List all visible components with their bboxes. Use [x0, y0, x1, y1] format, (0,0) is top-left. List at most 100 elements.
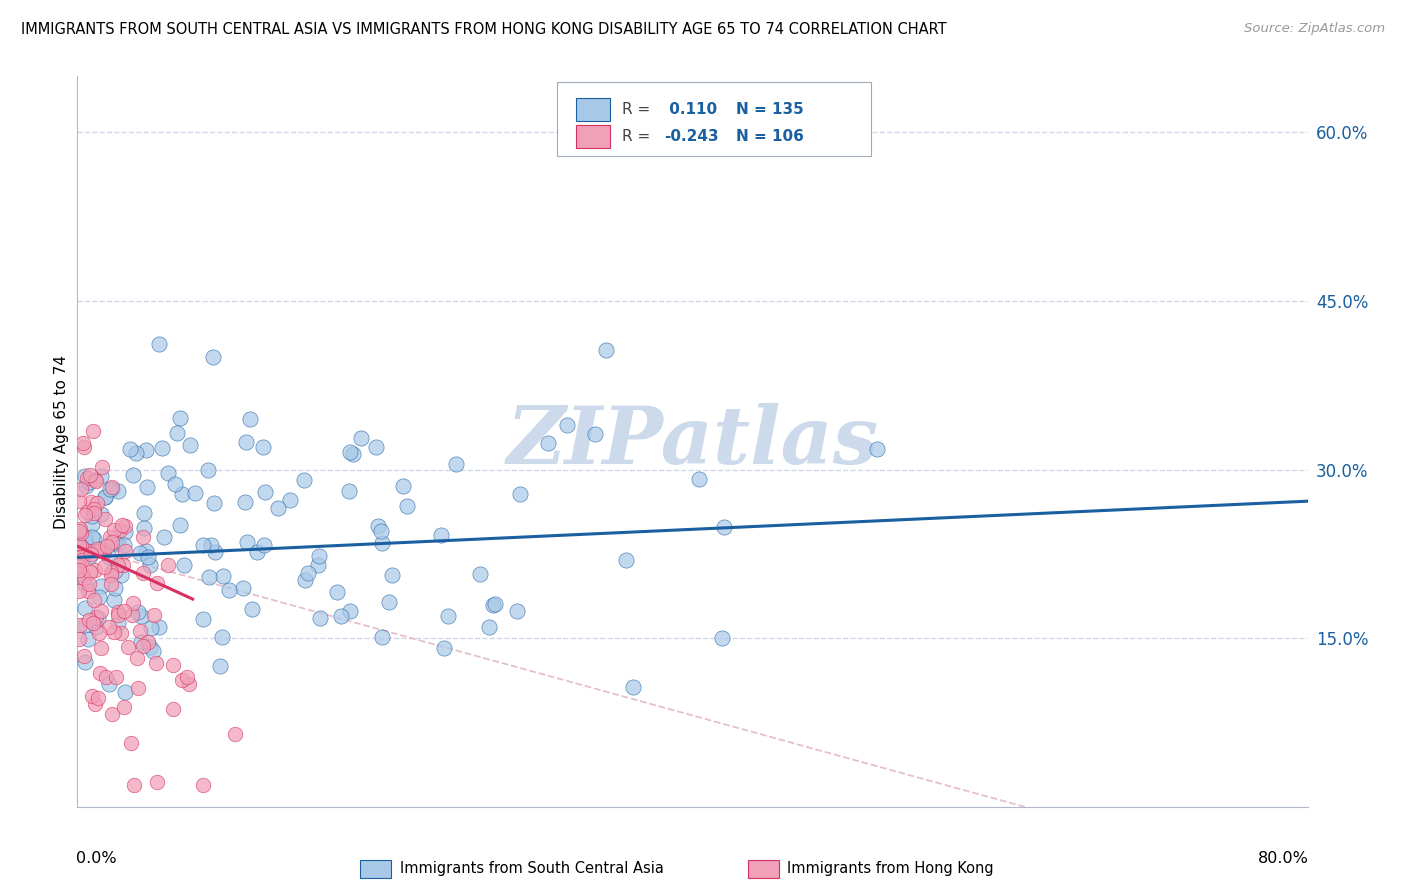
- Point: [79, 494, 101, 508]
- Point: [67, 560, 90, 574]
- Point: [135, 544, 157, 558]
- Point: [132, 530, 155, 544]
- Point: [90, 508, 112, 522]
- Point: [148, 620, 170, 634]
- Point: [80, 517, 103, 532]
- Point: [235, 435, 257, 450]
- Point: [184, 485, 207, 500]
- Point: [224, 727, 246, 741]
- Point: [70, 546, 93, 560]
- Point: [129, 624, 152, 638]
- Point: [132, 639, 155, 653]
- Point: [90, 460, 112, 475]
- Point: [177, 677, 200, 691]
- Point: [509, 487, 531, 501]
- Point: [142, 607, 165, 622]
- Point: [82, 690, 104, 704]
- Point: [292, 473, 315, 487]
- Point: [67, 559, 90, 574]
- Text: R =: R =: [623, 102, 651, 117]
- Point: [179, 438, 201, 452]
- Point: [339, 604, 361, 618]
- Point: [121, 468, 143, 483]
- Point: [170, 487, 193, 501]
- Point: [482, 598, 505, 612]
- Point: [112, 699, 135, 714]
- Point: [139, 640, 162, 655]
- Point: [77, 584, 100, 599]
- Point: [83, 506, 105, 520]
- Point: [84, 610, 107, 624]
- Point: [83, 593, 105, 607]
- Point: [371, 536, 394, 550]
- Point: [688, 472, 710, 486]
- Point: [120, 442, 142, 457]
- Point: [337, 483, 360, 498]
- Point: [236, 534, 259, 549]
- Point: [114, 544, 136, 558]
- Point: [595, 343, 617, 358]
- Point: [193, 778, 215, 792]
- Point: [84, 473, 107, 487]
- Point: [104, 565, 127, 579]
- Point: [98, 620, 121, 634]
- Point: [90, 640, 112, 655]
- Text: Source: ZipAtlas.com: Source: ZipAtlas.com: [1244, 22, 1385, 36]
- Point: [129, 608, 152, 623]
- Point: [124, 778, 146, 792]
- Point: [444, 458, 467, 472]
- Point: [240, 601, 263, 615]
- Point: [112, 539, 135, 553]
- Point: [84, 697, 107, 711]
- Point: [114, 685, 136, 699]
- Point: [93, 512, 115, 526]
- Point: [162, 658, 184, 673]
- Text: ZIPatlas: ZIPatlas: [506, 403, 879, 480]
- Point: [138, 635, 160, 649]
- Point: [367, 518, 389, 533]
- Point: [84, 619, 107, 633]
- Point: [198, 570, 221, 584]
- Point: [70, 553, 93, 567]
- Point: [191, 538, 214, 552]
- Point: [202, 496, 225, 510]
- Point: [114, 524, 136, 539]
- Point: [134, 521, 156, 535]
- Point: [107, 483, 129, 498]
- Point: [69, 539, 91, 553]
- Point: [73, 571, 96, 585]
- Point: [104, 535, 127, 549]
- Point: [83, 563, 105, 577]
- Point: [73, 469, 96, 483]
- Point: [201, 350, 224, 364]
- Point: [129, 635, 152, 649]
- Point: [101, 707, 124, 722]
- Text: -0.243: -0.243: [664, 129, 718, 144]
- Point: [710, 631, 733, 645]
- Point: [96, 539, 118, 553]
- Point: [87, 626, 110, 640]
- Point: [468, 566, 491, 581]
- Point: [103, 624, 125, 639]
- Point: [135, 442, 157, 457]
- Point: [73, 618, 96, 632]
- Point: [94, 490, 117, 504]
- Point: [101, 534, 124, 549]
- Point: [169, 518, 191, 533]
- Point: [146, 576, 169, 591]
- Point: [98, 530, 121, 544]
- Point: [169, 410, 191, 425]
- Point: [246, 545, 269, 559]
- Point: [73, 655, 96, 669]
- Point: [87, 611, 110, 625]
- Point: [96, 670, 118, 684]
- Point: [100, 480, 122, 494]
- Point: [866, 442, 889, 456]
- Point: [125, 651, 148, 665]
- Point: [235, 495, 257, 509]
- Point: [150, 441, 173, 455]
- Point: [614, 553, 637, 567]
- Point: [308, 549, 330, 563]
- Point: [111, 558, 134, 573]
- Point: [330, 609, 353, 624]
